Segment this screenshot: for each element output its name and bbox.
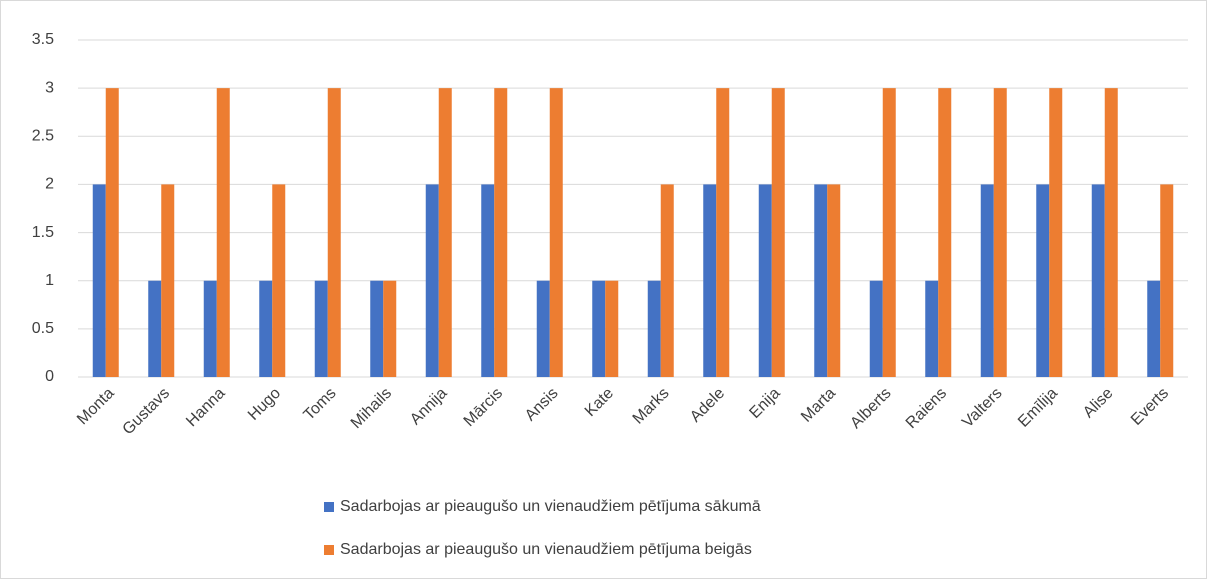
bar [425, 184, 439, 377]
bar [314, 280, 328, 377]
y-tick-label: 1.5 [32, 224, 54, 241]
bar [716, 88, 730, 378]
bar [938, 88, 952, 378]
bar [1160, 184, 1174, 377]
legend-swatch [324, 502, 334, 512]
legend-label: Sadarbojas ar pieaugušo un vienaudžiem p… [340, 541, 752, 558]
legend-label: Sadarbojas ar pieaugušo un vienaudžiem p… [340, 498, 761, 515]
bar [980, 184, 994, 377]
bar [203, 280, 217, 377]
bar [549, 88, 563, 378]
bar [536, 280, 550, 377]
bar [758, 184, 772, 377]
y-tick-label: 2 [45, 176, 54, 193]
bar [869, 280, 883, 377]
bar [592, 280, 606, 377]
y-tick-label: 1 [45, 272, 54, 289]
bar [272, 184, 286, 377]
bar [1104, 88, 1118, 378]
bar [481, 184, 495, 377]
bar [925, 280, 939, 377]
bar [92, 184, 106, 377]
bar [438, 88, 452, 378]
bar [882, 88, 896, 378]
y-tick-label: 0.5 [32, 320, 54, 337]
bar [327, 88, 341, 378]
bar [494, 88, 508, 378]
bar [259, 280, 273, 377]
y-tick-label: 3 [45, 79, 54, 96]
bar [814, 184, 828, 377]
y-tick-label: 2.5 [32, 128, 54, 145]
bar [383, 280, 397, 377]
y-tick-label: 0 [45, 368, 54, 385]
bar [1147, 280, 1161, 377]
bar [161, 184, 175, 377]
bar [703, 184, 717, 377]
bar [1036, 184, 1050, 377]
bar [771, 88, 785, 378]
y-tick-label: 3.5 [32, 31, 54, 48]
bar [605, 280, 619, 377]
bar [993, 88, 1007, 378]
bar [105, 88, 119, 378]
bar [827, 184, 841, 377]
bar [370, 280, 384, 377]
bar [647, 280, 661, 377]
bar [148, 280, 162, 377]
bar [660, 184, 674, 377]
bar [1049, 88, 1063, 378]
legend-swatch [324, 545, 334, 555]
bar [1091, 184, 1105, 377]
bar [216, 88, 230, 378]
